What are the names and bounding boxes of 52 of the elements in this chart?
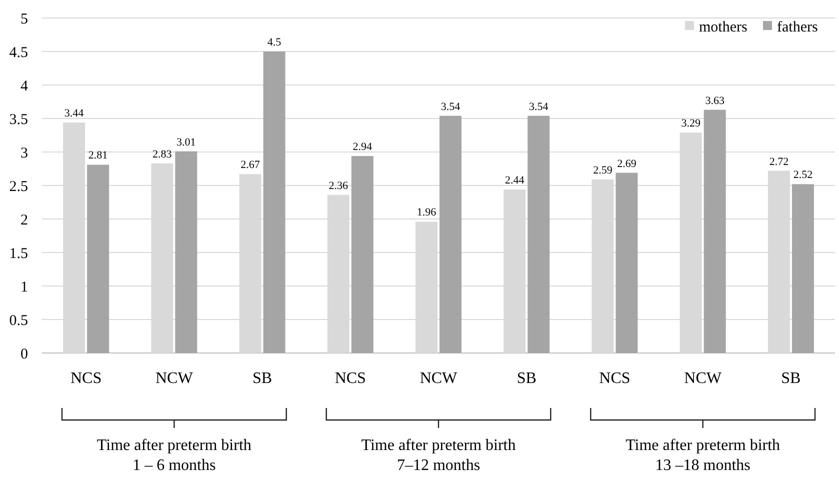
x-tick-label: NCW	[156, 370, 194, 387]
data-label: 2.36	[328, 180, 349, 192]
bar	[616, 172, 638, 353]
x-tick-label: NCW	[684, 370, 722, 387]
text: Time after preterm birth 1 – 6 months	[96, 437, 252, 474]
data-label: 3.29	[681, 118, 701, 130]
legend-label: fathers	[777, 19, 818, 36]
x-tick-label: NCS	[599, 370, 630, 387]
y-tick-label: 1	[20, 279, 28, 296]
y-tick-label: 5	[20, 11, 28, 28]
data-label: 2.67	[240, 159, 260, 172]
data-label: 1.96	[416, 206, 437, 219]
x-tick-label: NCS	[70, 370, 102, 387]
data-label: 2.69	[617, 158, 637, 170]
bar	[704, 110, 726, 353]
bar	[263, 52, 286, 353]
data-label: 2.52	[793, 169, 813, 182]
bar	[792, 184, 814, 353]
data-label: 2.81	[88, 150, 108, 162]
y-tick-label: 2.5	[9, 178, 28, 195]
y-tick-label: 0	[20, 346, 28, 362]
data-label: 3.63	[705, 94, 725, 107]
x-tick-label: SB	[252, 370, 272, 387]
data-label: 2.44	[504, 174, 525, 187]
y-tick-label: 0.5	[9, 312, 28, 329]
data-label: 3.01	[176, 136, 196, 148]
bar	[175, 151, 198, 353]
data-label: 2.83	[152, 148, 172, 160]
y-tick-label: 4.5	[9, 44, 28, 61]
data-label: 3.44	[64, 108, 84, 120]
bar	[440, 116, 462, 353]
y-tick-label: 1.5	[9, 246, 28, 262]
bar	[87, 164, 110, 353]
x-tick-label: SB	[516, 370, 536, 387]
legend-label: mothers	[699, 19, 748, 36]
y-tick-label: 4	[20, 78, 28, 94]
y-tick-label: 3	[20, 145, 28, 162]
text: Time after preterm birth 13 –18 months	[626, 437, 780, 474]
bar	[528, 116, 550, 353]
data-label: 2.94	[352, 141, 373, 154]
data-label: 2.72	[769, 156, 789, 168]
y-tick-label: 3.5	[9, 112, 28, 128]
data-label: 2.59	[593, 164, 613, 176]
text: Time after preterm birth 7–12 months	[361, 437, 516, 474]
x-tick-label: NCS	[334, 370, 366, 387]
data-label: 3.54	[440, 100, 461, 113]
x-tick-label: SB	[781, 370, 801, 387]
x-tick-label: NCW	[420, 370, 458, 387]
data-label: 4.5	[267, 36, 282, 48]
bar	[351, 156, 374, 353]
y-tick-label: 2	[20, 212, 28, 228]
data-label: 3.54	[528, 100, 549, 113]
